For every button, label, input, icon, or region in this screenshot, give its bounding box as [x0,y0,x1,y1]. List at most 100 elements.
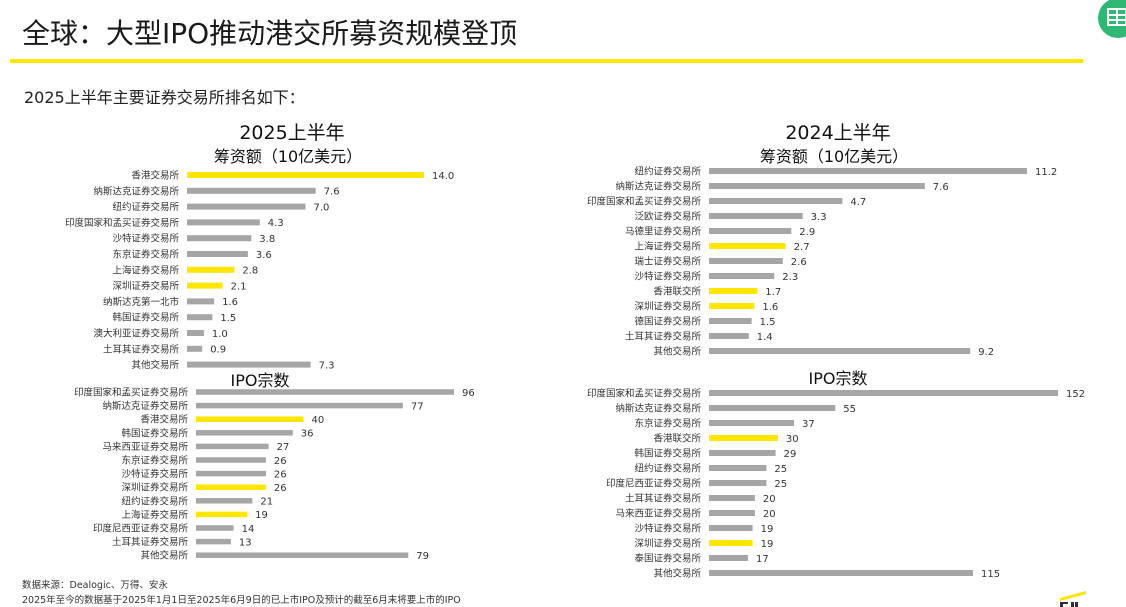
bar [709,213,803,219]
category-label: 其他交易所 [653,346,701,358]
category-label: 上海证券交易所 [112,264,179,276]
value-label: 13 [239,537,252,548]
source-note: 数据来源：Dealogic、万得、安永 [22,580,168,591]
bar [709,570,973,576]
chart-2025-count: 印度国家和孟买证券交易所 96 纳斯达克证券交易所 77 香港交易所 40 韩国证券交易所 3… [74,387,475,563]
value-label: 26 [274,483,287,494]
ey-logo [1060,591,1086,607]
bar [196,498,253,504]
value-label: 7.6 [324,187,340,198]
panel-title-2025: 2025上半年 [239,122,345,144]
category-label: 深圳证券交易所 [634,538,701,550]
bar [709,450,776,456]
category-label: 深圳证券交易所 [112,280,179,292]
value-label: 2.7 [794,242,810,253]
bar [187,251,248,257]
bar [709,318,752,324]
value-label: 55 [843,404,856,415]
value-label: 4.3 [268,218,284,229]
bar [196,457,266,463]
value-label: 1.6 [762,302,778,313]
bar [196,443,269,450]
bar [187,187,316,194]
category-label: 东京证券交易所 [634,418,701,430]
bar [709,405,836,411]
category-label: 韩国证券交易所 [634,448,701,460]
value-label: 7.6 [933,182,949,193]
bar [709,348,971,354]
bar [709,183,925,189]
bar [196,402,403,409]
value-label: 26 [274,456,287,467]
category-label: 东京证券交易所 [112,249,179,261]
bar [709,168,1027,174]
category-label: 深圳证券交易所 [634,301,701,313]
category-label: 纽约证券交易所 [634,463,701,475]
value-label: 9.2 [978,347,994,358]
value-label: 19 [761,524,774,535]
value-label: 20 [763,509,776,520]
category-label: 纳斯达克第一北市 [103,296,180,308]
chart-2024-funds: 纽约证券交易所 11.2 纳斯达克证券交易所 7.6 印度国家和孟买证券交易所 4.7 泛欧… [587,166,1057,358]
category-label: 其他交易所 [653,568,701,580]
value-label: 21 [260,497,273,508]
bar [709,243,786,249]
bar [187,361,311,368]
category-label: 瑞士证券交易所 [634,256,701,268]
bar [187,219,260,226]
bar [709,390,1058,396]
bar [709,333,749,339]
bar [709,555,748,561]
corner-badge[interactable] [1098,0,1126,38]
bar [196,389,454,395]
value-label: 2.1 [231,281,247,292]
slide-subtitle: 2025上半年主要证券交易所排名如下： [24,88,305,107]
category-label: 纳斯达克证券交易所 [615,181,701,193]
value-label: 25 [774,464,787,475]
value-label: 40 [312,415,325,426]
bar [196,538,231,545]
value-label: 115 [981,569,1000,580]
value-label: 1.5 [220,313,236,324]
category-label: 印度国家和孟买证券交易所 [65,217,180,229]
category-label: 其他交易所 [140,550,188,562]
category-label: 沙特证券交易所 [634,271,701,283]
value-label: 29 [784,449,797,460]
value-label: 11.2 [1035,167,1057,178]
value-label: 37 [802,419,815,430]
category-label: 土耳其证券交易所 [625,493,702,505]
value-label: 1.4 [757,332,773,343]
bar [196,552,409,558]
value-label: 26 [274,469,287,480]
bar [187,330,204,336]
bar [709,480,767,486]
category-label: 纳斯达克证券交易所 [93,185,179,197]
value-label: 7.3 [319,360,335,371]
category-label: 沙特证券交易所 [121,468,188,480]
value-label: 77 [411,401,424,412]
category-label: 纽约证券交易所 [121,495,188,507]
value-label: 152 [1066,389,1085,400]
value-label: 3.8 [259,234,275,245]
bar [709,510,755,516]
bar [709,540,753,546]
value-label: 14 [242,524,255,535]
count-title-2025: IPO宗数 [230,371,290,390]
bar [709,303,755,309]
value-label: 1.5 [760,317,776,328]
bar [709,198,843,204]
bar [709,273,775,279]
basis-note: 2025年至今的数据基于2025年1月1日至2025年6月9日的已上市IPO及预… [22,595,461,606]
bar [196,416,304,422]
bar [709,228,792,234]
category-label: 香港联交所 [653,286,701,298]
slide-title: 全球：大型IPO推动港交所募资规模登顶 [22,17,518,50]
bar [187,282,223,289]
category-label: 印度国家和孟买证券交易所 [587,388,702,400]
category-label: 纽约证券交易所 [634,166,701,178]
value-label: 17 [756,554,769,565]
bar [187,266,235,273]
category-label: 香港交易所 [131,170,179,182]
category-label: 其他交易所 [131,359,179,371]
category-label: 马德里证券交易所 [625,226,702,238]
